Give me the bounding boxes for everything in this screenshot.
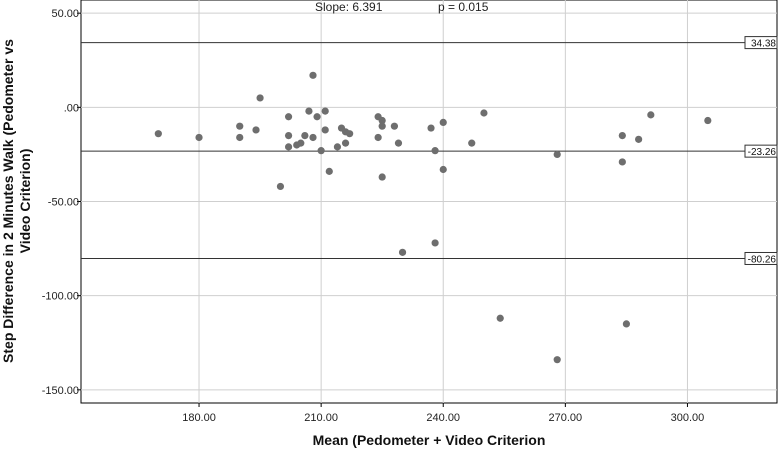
data-point [341, 139, 350, 147]
y-tick-label: -100.00 [42, 291, 79, 303]
data-point [284, 143, 293, 151]
data-point [346, 130, 354, 138]
data-point [313, 113, 321, 121]
reference-line-label: -80.26 [748, 254, 777, 265]
data-point [305, 107, 313, 115]
data-point [394, 139, 403, 147]
data-point [374, 133, 382, 142]
data-point [252, 126, 260, 134]
y-axis-title-line-2: Video Criterion) [17, 149, 33, 254]
data-point [468, 139, 476, 147]
data-point [622, 320, 631, 328]
data-point [154, 130, 162, 138]
grid-lines [81, 0, 777, 403]
x-tick-label: 300.00 [671, 412, 705, 424]
data-point [378, 173, 386, 181]
data-points [154, 71, 712, 364]
data-point [398, 248, 407, 256]
data-point [325, 167, 333, 175]
x-tick-label: 270.00 [549, 412, 583, 424]
data-point [704, 116, 712, 125]
y-axis-title-line-1: Step Difference in 2 Minutes Walk (Pedom… [0, 39, 16, 363]
data-point [378, 122, 386, 130]
data-point [618, 131, 626, 140]
data-point [439, 118, 447, 127]
reference-lines: 34.38 -23.26 -80.26 [81, 36, 778, 265]
tick-labels: 180.00 210.00 240.00 270.00 300.00 50.00 .00 -5… [42, 8, 705, 424]
y-tick-label: .00 [64, 102, 79, 114]
data-point [439, 165, 447, 174]
data-point [553, 356, 561, 364]
y-tick-label: -50.00 [48, 197, 79, 209]
data-point [309, 71, 317, 79]
data-point [431, 147, 439, 155]
data-point [284, 131, 293, 140]
data-point [618, 158, 626, 166]
data-point [427, 124, 435, 132]
p-value-annotation: p = 0.015 [438, 0, 489, 14]
data-point [301, 131, 309, 140]
data-point [321, 126, 329, 134]
data-point [321, 107, 329, 115]
x-tick-label: 210.00 [304, 412, 338, 424]
y-tick-label: 50.00 [51, 8, 79, 20]
data-point [317, 147, 325, 155]
data-point [480, 109, 488, 117]
x-tick-label: 180.00 [182, 412, 216, 424]
reference-line-label: 34.38 [751, 39, 776, 50]
data-point [297, 139, 305, 147]
data-point [635, 135, 643, 143]
data-point [276, 182, 285, 191]
data-point [236, 133, 244, 142]
data-point [647, 111, 655, 119]
data-point [378, 116, 386, 125]
data-point [284, 113, 293, 121]
data-point [496, 314, 504, 322]
x-tick-label: 240.00 [426, 412, 460, 424]
data-point [553, 150, 561, 159]
data-point [256, 94, 264, 102]
data-point [333, 143, 342, 151]
reference-label-box [744, 251, 778, 265]
reference-label-box [744, 144, 778, 158]
y-tick-label: -150.00 [42, 385, 79, 397]
reference-line-label: -23.26 [748, 147, 777, 158]
y-axis-title: Step Difference in 2 Minutes Walk (Pedom… [0, 39, 33, 363]
data-point [390, 122, 399, 130]
data-point [236, 122, 244, 130]
data-point [309, 133, 317, 142]
data-point [195, 133, 203, 142]
reference-label-box [744, 36, 778, 50]
x-axis-title: Mean (Pedometer + Video Criterion [313, 432, 546, 448]
slope-annotation: Slope: 6.391 [315, 0, 383, 14]
data-point [431, 239, 439, 247]
